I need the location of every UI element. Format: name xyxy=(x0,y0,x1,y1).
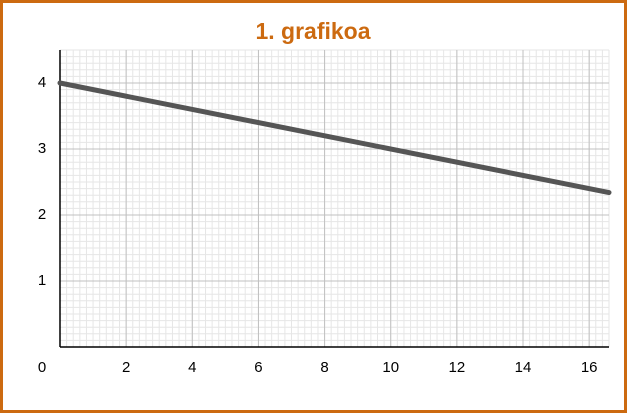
data-line xyxy=(57,80,612,196)
y-tick-label: 2 xyxy=(38,206,46,223)
x-tick-label: 2 xyxy=(122,359,130,376)
x-tick-label: 12 xyxy=(449,359,466,376)
x-tick-label: 6 xyxy=(254,359,262,376)
x-tick-label: 8 xyxy=(320,359,328,376)
y-tick-label: 4 xyxy=(38,74,46,91)
x-tick-label: 0 xyxy=(38,359,46,376)
x-tick-label: 10 xyxy=(382,359,399,376)
y-tick-label: 1 xyxy=(38,272,46,289)
chart-title: 1. grafikoa xyxy=(255,18,370,44)
x-tick-label: 4 xyxy=(188,359,196,376)
x-tick-label: 16 xyxy=(581,359,598,376)
y-tick-label: 3 xyxy=(38,140,46,157)
x-tick-label: 14 xyxy=(515,359,532,376)
